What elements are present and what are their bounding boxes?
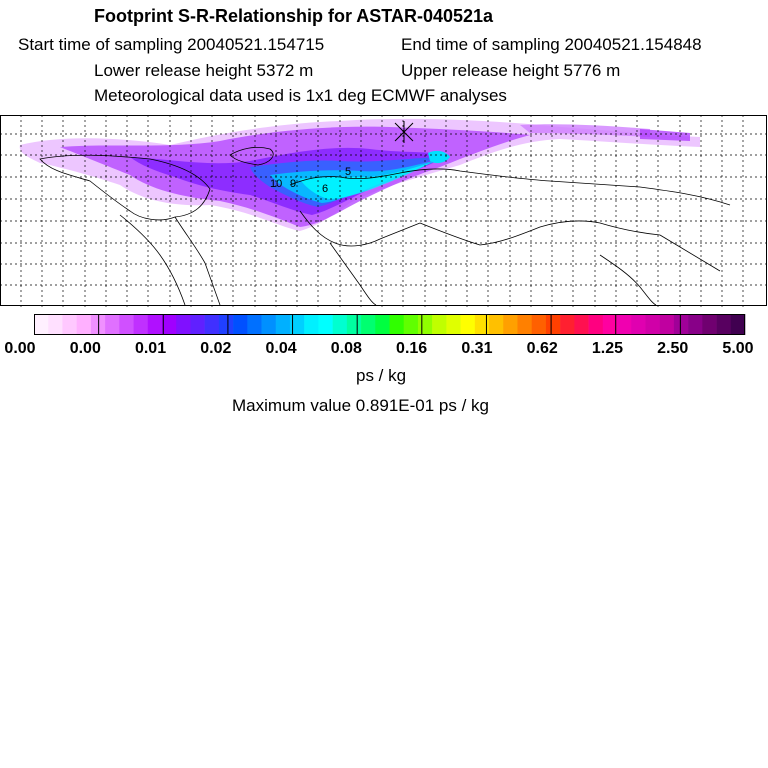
colorbar-cell [218,314,234,335]
plot-title: Footprint S-R-Relationship for ASTAR-040… [94,6,494,26]
map-point-label: 5 [345,166,351,178]
colorbar-cell [560,314,575,335]
start-time-label: Start time of sampling 20040521.154715 [18,35,325,54]
colorbar-cell [133,314,149,335]
met-data-label: Meteorological data used is 1x1 deg ECMW… [94,86,507,105]
colorbar-cell [673,314,689,335]
colorbar-cell [190,314,205,335]
colorbar-cell [460,314,476,335]
colorbar-cell [602,314,618,335]
colorbar-cell [617,314,632,335]
colorbar-cell [346,314,362,335]
map-point-label: 10 [270,178,282,190]
colorbar-cell [34,314,49,335]
colorbar-cell [62,314,77,335]
colorbar-cell [76,314,92,335]
end-time-label: End time of sampling 20040521.154848 [401,35,702,54]
colorbar-cell [517,314,532,335]
colorbar-cell [389,314,405,335]
colorbar-cell [304,314,319,335]
colorbar-tick-label: 0.31 [461,340,493,357]
upper-height-label: Upper release height 5776 m [401,61,621,80]
lat-lon-grid [0,115,768,307]
colorbar-tick-label: 0.16 [396,340,428,357]
colorbar-tick-label: 0.08 [330,340,362,357]
colorbar-tick-label: 0.01 [134,340,167,357]
colorbar-cell [161,314,177,335]
colorbar-cell [204,314,220,335]
colorbar-cell [574,314,589,335]
colorbar-cell [48,314,63,335]
colorbar-cell [275,314,291,335]
colorbar-cell [417,314,433,335]
colorbar-cell [403,314,419,335]
colorbar-tick-label: 5.00 [722,340,754,357]
colorbar-cell [631,314,646,335]
colorbar-cell [489,314,504,335]
colorbar [34,314,746,335]
colorbar-cell [730,314,746,335]
colorbar-cell [446,314,461,335]
colorbar-cell [474,314,490,335]
colorbar-cell [247,314,262,335]
colorbar-cell [432,314,447,335]
colorbar-tick-label: 1.25 [591,340,624,357]
colorbar-cell [375,314,390,335]
colorbar-tick-label: 2.50 [657,340,689,357]
map-point-label: 6 [322,183,328,195]
release-location-marker [394,121,414,143]
colorbar-cell [105,314,120,335]
colorbar-cell [119,314,134,335]
colorbar-cell [361,314,376,335]
map-point-label: 9 [290,178,296,190]
colorbar-tick-label: 0.02 [200,340,232,357]
colorbar-cell [332,314,348,335]
colorbar-cell [688,314,703,335]
colorbar-cell [702,314,717,335]
colorbar-cell [147,314,163,335]
colorbar-cell [318,314,333,335]
colorbar-cell [233,314,248,335]
units-label: ps / kg [356,366,407,385]
colorbar-cell [588,314,604,335]
colorbar-cell [545,314,561,335]
max-value-label: Maximum value 0.891E-01 ps / kg [232,396,490,415]
colorbar-cell [503,314,518,335]
footprint-map: 10 9 6 5 [0,115,768,307]
lower-height-label: Lower release height 5372 m [94,61,314,80]
colorbar-tick-label: 0.00 [69,340,101,357]
colorbar-cell [659,314,675,335]
colorbar-cell [645,314,660,335]
colorbar-cell [289,314,305,335]
colorbar-cell [716,314,732,335]
colorbar-cell [261,314,277,335]
colorbar-tick-label: 0.00 [4,340,36,357]
colorbar-tick-label: 0.62 [526,340,558,357]
colorbar-cell [176,314,191,335]
colorbar-tick-label: 0.04 [265,340,297,357]
colorbar-cell [531,314,547,335]
